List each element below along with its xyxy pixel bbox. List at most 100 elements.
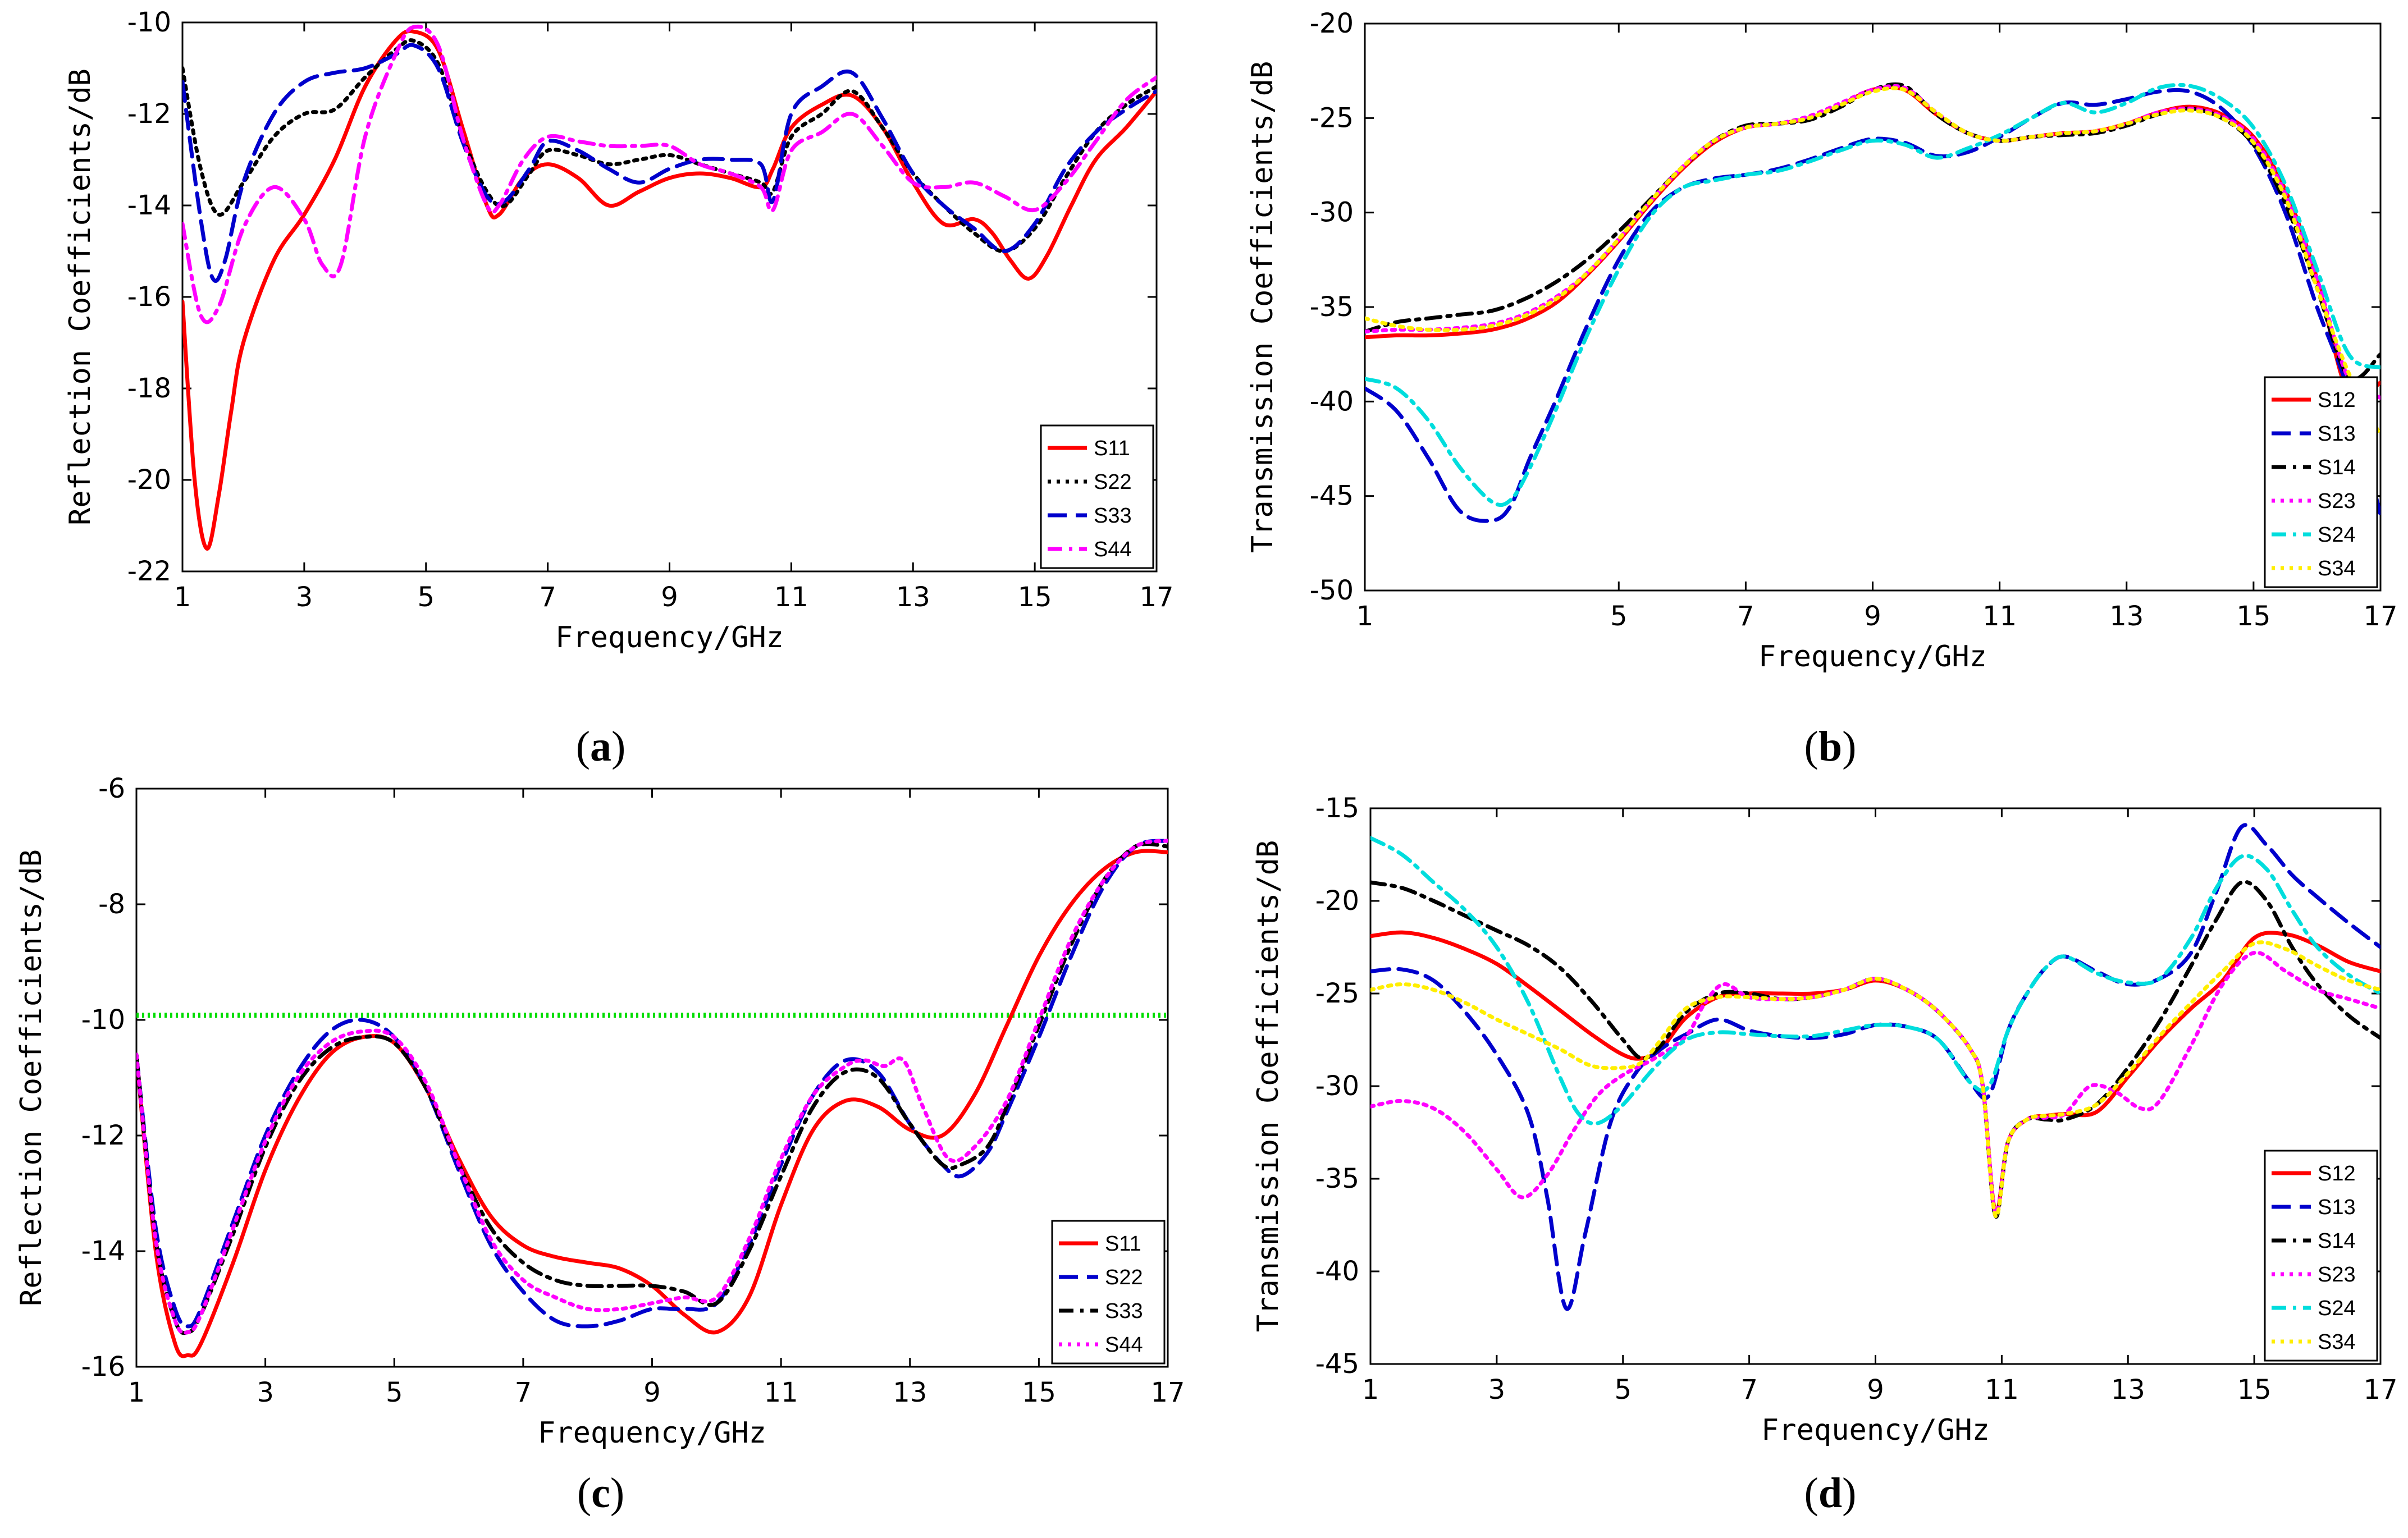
- y-tick-label: -12: [127, 98, 171, 130]
- legend-label: S34: [2318, 1330, 2356, 1354]
- y-tick-label: -45: [1315, 1348, 1359, 1380]
- panel-caption: (b): [1804, 723, 1857, 770]
- legend-label: S24: [2318, 1297, 2356, 1320]
- x-axis-title: Frequency/GHz: [1758, 640, 1987, 674]
- x-tick-label: 15: [1018, 582, 1052, 613]
- x-tick-label: 13: [893, 1377, 927, 1408]
- y-axis-title: Transmission Coefficients/dB: [1246, 61, 1280, 553]
- y-tick-label: -35: [1310, 291, 1354, 323]
- series-group: [1370, 823, 2380, 1311]
- x-tick-label: 9: [1864, 601, 1881, 632]
- y-tick-label: -20: [1315, 885, 1359, 917]
- x-tick-label: 5: [1610, 601, 1628, 632]
- x-tick-label: 7: [1737, 601, 1754, 632]
- y-tick-label: -25: [1310, 102, 1354, 134]
- legend-label: S13: [2318, 1196, 2356, 1219]
- x-tick-label: 11: [764, 1377, 798, 1408]
- legend-label: S23: [2318, 489, 2356, 513]
- x-tick-label: 7: [539, 582, 556, 613]
- x-tick-label: 17: [2363, 601, 2397, 632]
- y-tick-label: -25: [1315, 978, 1359, 1009]
- y-tick-label: -18: [127, 373, 171, 404]
- x-tick-label: 1: [174, 582, 191, 613]
- x-tick-label: 7: [1740, 1374, 1758, 1406]
- y-tick-label: -40: [1315, 1256, 1359, 1287]
- series-line-s33: [136, 841, 1168, 1335]
- x-tick-label: 11: [1982, 601, 2017, 632]
- y-axis-title: Transmission Coefficients/dB: [1251, 840, 1285, 1333]
- panel-caption: (c): [577, 1470, 624, 1517]
- legend-label: S12: [2318, 388, 2356, 412]
- legend-label: S14: [2318, 456, 2356, 479]
- legend-label: S11: [1094, 437, 1130, 460]
- x-tick-label: 15: [1022, 1377, 1056, 1408]
- x-axis-title: Frequency/GHz: [555, 621, 784, 654]
- series-line-s24: [1370, 836, 2380, 1126]
- x-tick-label: 13: [2109, 601, 2144, 632]
- y-axis-title: Reflection Coefficients/dB: [15, 849, 48, 1306]
- series-line-s34: [1365, 86, 2380, 438]
- series-line-s34: [1370, 940, 2380, 1219]
- legend: [2264, 1150, 2378, 1362]
- y-tick-label: -22: [127, 556, 171, 587]
- y-tick-label: -16: [81, 1351, 125, 1383]
- series-line-s14: [1365, 82, 2380, 382]
- series-line-s23: [1370, 950, 2380, 1215]
- y-tick-label: -12: [81, 1120, 125, 1151]
- y-tick-label: -20: [127, 464, 171, 496]
- series-line-s33: [182, 43, 1157, 283]
- x-tick-label: 17: [1150, 1377, 1185, 1408]
- series-line-s44: [136, 839, 1168, 1335]
- x-tick-label: 7: [515, 1377, 532, 1408]
- x-tick-label: 5: [417, 582, 435, 613]
- y-tick-label: -14: [127, 190, 171, 221]
- legend-label: S33: [1094, 504, 1132, 528]
- y-tick-label: -15: [1315, 793, 1359, 824]
- x-tick-label: 9: [661, 582, 678, 613]
- series-line-s11: [136, 849, 1168, 1358]
- x-tick-label: 11: [1985, 1374, 2019, 1406]
- panel-caption: (a): [576, 723, 626, 770]
- y-tick-label: -8: [98, 889, 125, 920]
- y-tick-label: -30: [1310, 197, 1354, 228]
- x-tick-label: 13: [2111, 1374, 2145, 1406]
- x-tick-label: 1: [1362, 1374, 1379, 1406]
- plot-frame: [181, 21, 1158, 573]
- series-line-s24: [1365, 83, 2380, 507]
- y-axis-title: Reflection Coefficients/dB: [63, 68, 97, 525]
- series-line-s44: [182, 24, 1157, 324]
- y-tick-label: -40: [1310, 386, 1354, 417]
- legend-label: S44: [1105, 1333, 1143, 1357]
- y-tick-label: -14: [81, 1235, 125, 1267]
- legend-label: S33: [1105, 1299, 1143, 1323]
- x-tick-label: 5: [1614, 1374, 1632, 1406]
- legend-label: S34: [2318, 557, 2356, 580]
- legend-label: S14: [2318, 1229, 2356, 1253]
- x-tick-label: 3: [1488, 1374, 1506, 1406]
- series-group: [1365, 82, 2380, 523]
- legend: [2264, 376, 2378, 588]
- y-tick-label: -30: [1315, 1070, 1359, 1102]
- series-line-s13: [1370, 823, 2380, 1311]
- x-tick-label: 13: [896, 582, 930, 613]
- panel-caption: (d): [1804, 1470, 1857, 1517]
- x-tick-label: 15: [2237, 1374, 2272, 1406]
- legend-label: S23: [2318, 1263, 2356, 1287]
- x-tick-label: 3: [257, 1377, 274, 1408]
- x-tick-label: 17: [1139, 582, 1173, 613]
- legend-label: S44: [1094, 538, 1132, 561]
- legend-label: S12: [2318, 1162, 2356, 1185]
- x-tick-label: 11: [774, 582, 808, 613]
- series-line-s11: [182, 29, 1157, 551]
- legend-label: S22: [1105, 1266, 1143, 1289]
- y-tick-label: -6: [98, 773, 125, 804]
- legend-label: S22: [1094, 470, 1132, 494]
- x-tick-label: 15: [2236, 601, 2270, 632]
- y-tick-label: -50: [1310, 575, 1354, 606]
- plot-frame: [1364, 22, 2382, 592]
- series-group: [136, 839, 1168, 1358]
